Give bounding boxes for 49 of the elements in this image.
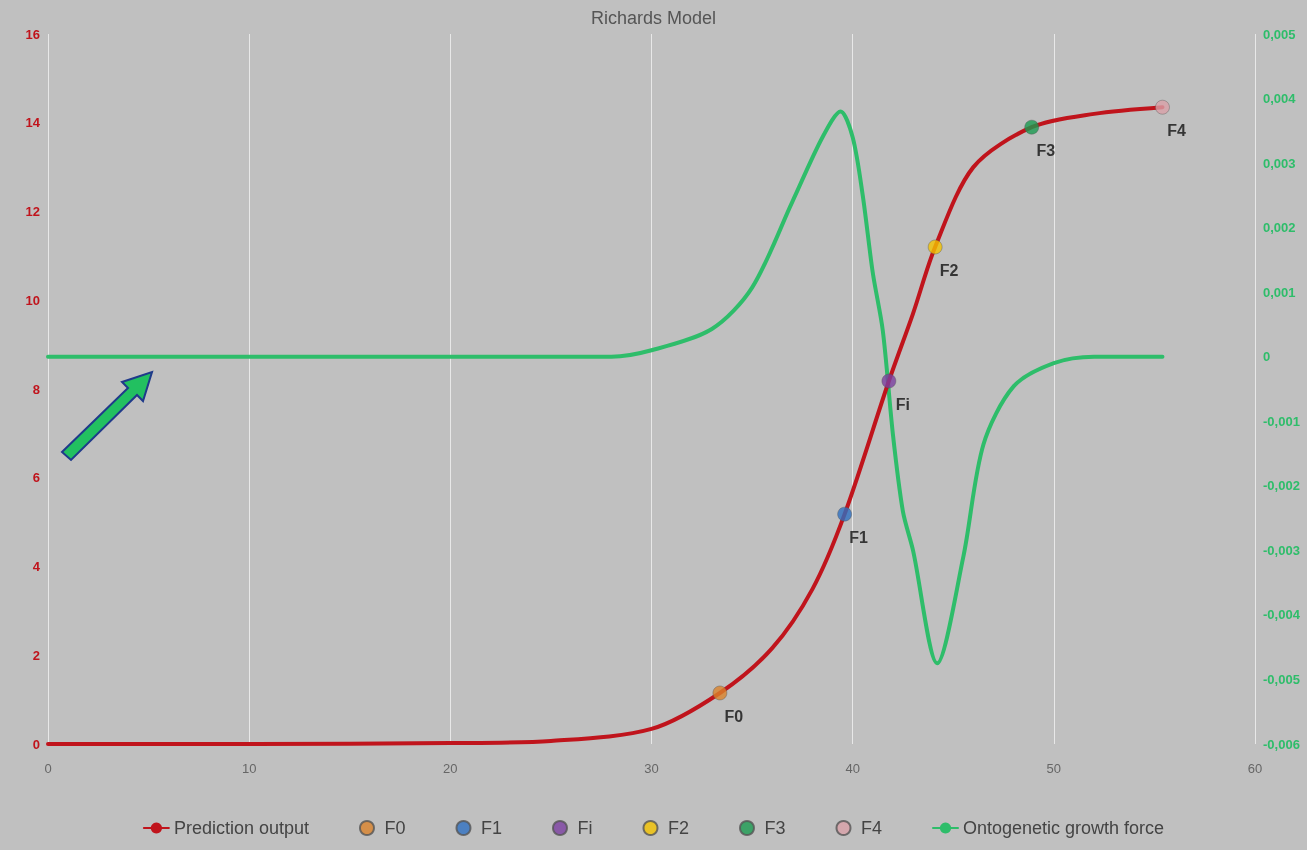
- y-tick-label: 10: [25, 292, 40, 308]
- y2-tick-label: -0,001: [1263, 413, 1300, 429]
- y-tick-label: 6: [32, 470, 40, 486]
- point: [837, 506, 852, 522]
- y-tick-label: 2: [32, 647, 40, 663]
- x-tick-label: 30: [644, 761, 659, 776]
- y2-tick-label: -0,003: [1263, 542, 1300, 558]
- chart-title: Richards Model: [590, 8, 717, 28]
- point: [712, 685, 728, 701]
- y2-tick-label: 0: [1263, 349, 1271, 365]
- legend-label: F3: [764, 818, 786, 838]
- x-tick-label: 20: [443, 761, 458, 776]
- point: [881, 373, 897, 389]
- text: F3: [1036, 141, 1056, 159]
- y2-tick-label: -0,005: [1263, 671, 1300, 687]
- text: F2: [939, 261, 959, 279]
- y2-tick-label: 0,002: [1263, 220, 1296, 236]
- point: [927, 239, 943, 255]
- y2-tick-label: -0,006: [1263, 736, 1300, 752]
- y-tick-label: 14: [25, 115, 41, 131]
- x-tick-label: 10: [241, 761, 257, 776]
- y-tick-label: 0: [32, 736, 40, 752]
- legend-label: F2: [667, 818, 689, 838]
- legend-label: F1: [480, 818, 502, 838]
- y2-tick-label: 0,004: [1263, 91, 1297, 107]
- x-tick-label: 60: [1247, 761, 1263, 776]
- point: [1155, 99, 1170, 115]
- text: F4: [1167, 121, 1186, 139]
- text: F1: [849, 528, 868, 546]
- legend-label: Fi: [577, 818, 593, 838]
- y2-tick-label: 0,001: [1263, 284, 1296, 300]
- y-tick-label: 4: [32, 559, 41, 574]
- legend-label: Ontogenetic growth force: [963, 818, 1165, 838]
- y2-tick-label: 0,005: [1263, 26, 1296, 42]
- point: [1024, 119, 1039, 135]
- y-tick-label: 16: [25, 26, 40, 42]
- legend-label: Prediction output: [173, 818, 309, 838]
- text: F0: [724, 707, 744, 725]
- y2-tick-label: -0,004: [1263, 607, 1301, 623]
- x-tick-label: 0: [44, 761, 52, 776]
- y-tick-label: 8: [32, 381, 40, 397]
- text: Fi: [895, 395, 910, 413]
- y2-tick-label: -0,002: [1263, 478, 1300, 494]
- x-tick-label: 50: [1046, 761, 1062, 776]
- legend-label: F4: [860, 818, 883, 838]
- x-tick-label: 40: [845, 761, 860, 776]
- y-tick-label: 12: [25, 204, 40, 219]
- y2-tick-label: 0,003: [1263, 155, 1296, 171]
- legend-label: F0: [384, 818, 406, 838]
